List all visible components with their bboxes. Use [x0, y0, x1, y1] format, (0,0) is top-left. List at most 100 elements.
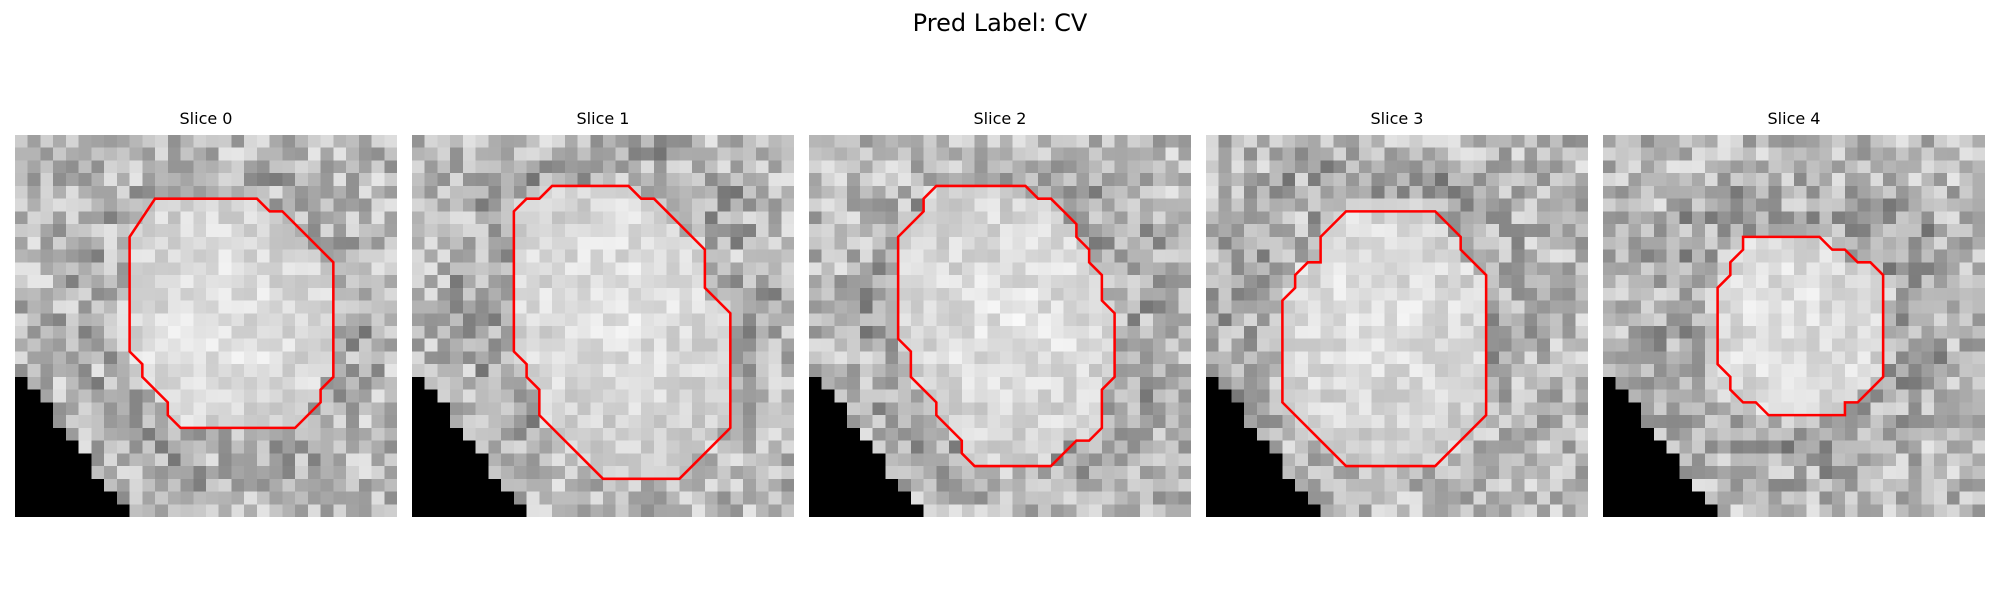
image-pixel — [307, 313, 321, 327]
mask-pixel — [1615, 402, 1629, 416]
image-pixel — [1140, 313, 1154, 327]
image-pixel — [1152, 504, 1166, 517]
image-pixel — [180, 198, 194, 212]
mask-pixel — [437, 491, 451, 505]
image-pixel — [768, 211, 782, 225]
image-pixel — [1460, 185, 1474, 199]
image-pixel — [910, 326, 924, 339]
mask-pixel — [424, 427, 438, 441]
image-pixel — [1486, 224, 1500, 238]
image-pixel — [1511, 198, 1525, 212]
mask-pixel — [1653, 466, 1667, 480]
image-pixel — [129, 287, 143, 301]
image-pixel — [1486, 300, 1500, 314]
image-pixel — [256, 224, 270, 238]
image-pixel — [1140, 389, 1154, 403]
image-pixel — [1307, 198, 1321, 212]
image-pixel — [552, 198, 566, 212]
image-pixel — [1562, 300, 1576, 314]
image-pixel — [320, 262, 334, 276]
image-pixel — [1371, 440, 1385, 454]
segmentation-contour — [128, 197, 335, 430]
image-pixel — [424, 326, 438, 339]
image-pixel — [1934, 440, 1948, 454]
image-pixel — [231, 326, 245, 339]
mask-pixel — [40, 466, 54, 480]
image-pixel — [1473, 453, 1487, 467]
image-pixel — [91, 262, 105, 276]
image-pixel — [53, 402, 67, 416]
image-pixel — [809, 287, 822, 301]
image-pixel — [244, 376, 258, 390]
image-pixel — [1486, 478, 1500, 492]
image-pixel — [346, 300, 360, 314]
image-pixel — [821, 376, 835, 390]
image-pixel — [1409, 249, 1423, 263]
image-pixel — [40, 338, 54, 352]
image-pixel — [1384, 453, 1398, 467]
image-pixel — [1806, 351, 1820, 365]
image-pixel — [564, 313, 578, 327]
image-pixel — [1320, 249, 1334, 263]
mask-pixel — [821, 427, 835, 441]
mask-pixel — [475, 491, 489, 505]
image-pixel — [1883, 300, 1897, 314]
image-pixel — [53, 135, 67, 148]
image-pixel — [1794, 198, 1807, 212]
image-pixel — [15, 300, 28, 314]
image-pixel — [1730, 453, 1744, 467]
image-pixel — [526, 364, 540, 378]
image-pixel — [1460, 364, 1474, 378]
image-pixel — [1883, 453, 1897, 467]
image-pixel — [65, 262, 79, 276]
image-pixel — [1768, 504, 1782, 517]
image-pixel — [539, 135, 553, 148]
mask-pixel — [104, 491, 118, 505]
image-pixel — [1666, 147, 1680, 161]
image-pixel — [961, 364, 975, 378]
image-pixel — [1038, 135, 1052, 148]
image-pixel — [1422, 491, 1436, 505]
image-pixel — [1295, 453, 1309, 467]
image-pixel — [1895, 376, 1909, 390]
image-pixel — [590, 173, 604, 187]
image-pixel — [923, 351, 937, 365]
image-pixel — [1895, 351, 1909, 365]
image-pixel — [1384, 376, 1398, 390]
image-pixel — [603, 147, 616, 161]
image-pixel — [1730, 504, 1744, 517]
image-pixel — [1921, 135, 1935, 148]
image-pixel — [1460, 300, 1474, 314]
image-pixel — [1101, 313, 1115, 327]
image-pixel — [1269, 427, 1283, 441]
image-pixel — [1295, 440, 1309, 454]
image-pixel — [1038, 198, 1052, 212]
image-pixel — [768, 440, 782, 454]
image-pixel — [501, 427, 515, 441]
image-pixel — [1628, 249, 1642, 263]
image-pixel — [424, 236, 438, 250]
image-pixel — [167, 389, 181, 403]
image-pixel — [1460, 351, 1474, 365]
image-pixel — [1524, 249, 1538, 263]
image-pixel — [564, 236, 578, 250]
image-pixel — [1371, 389, 1385, 403]
image-pixel — [116, 185, 130, 199]
image-pixel — [1320, 173, 1334, 187]
image-pixel — [53, 389, 67, 403]
image-pixel — [590, 249, 604, 263]
image-pixel — [1946, 262, 1960, 276]
image-pixel — [1934, 389, 1948, 403]
image-pixel — [412, 236, 425, 250]
mask-pixel — [1218, 389, 1232, 403]
image-pixel — [384, 173, 397, 187]
image-pixel — [1717, 173, 1731, 187]
image-pixel — [974, 173, 988, 187]
image-pixel — [1025, 466, 1039, 480]
image-pixel — [450, 402, 464, 416]
image-pixel — [692, 249, 706, 263]
image-pixel — [847, 313, 861, 327]
image-pixel — [384, 147, 397, 161]
image-pixel — [129, 415, 143, 429]
image-pixel — [1178, 326, 1191, 339]
